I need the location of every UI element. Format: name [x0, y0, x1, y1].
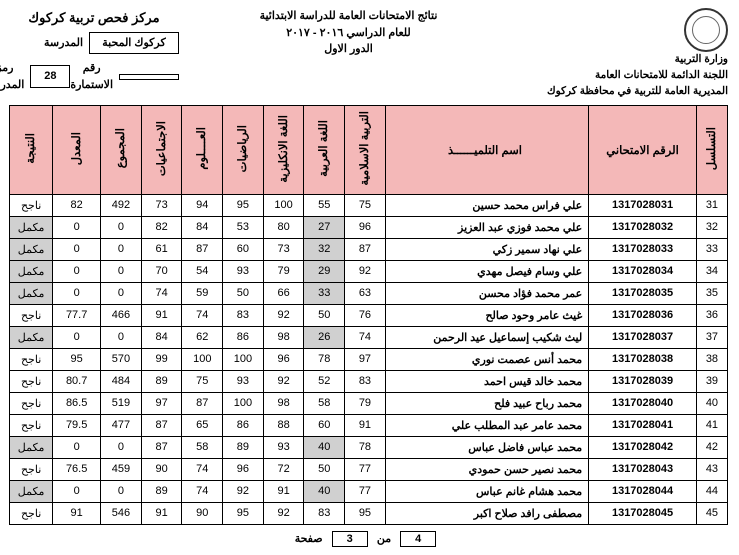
year: للعام الدراسي ٢٠١٦ - ٢٠١٧ [180, 25, 519, 42]
table-body: 311317028031علي فراس محمد حسين7555100959… [11, 194, 729, 524]
results-table: التسلسل الرقم الامتحاني اسم التلميــــــ… [10, 105, 729, 525]
table-row: 431317028043محمد نصير حسن حمودي775072967… [11, 458, 729, 480]
col-exnum: الرقم الامتحاني [590, 106, 698, 195]
col-res: النتيجة [11, 106, 54, 195]
school-name: كركوك المحبة [90, 32, 180, 55]
col-s2: اللغة العربية [305, 106, 346, 195]
header-left: مركز فحص تربية كركوك كركوك المحبة المدرس… [10, 8, 180, 99]
table-row: 311317028031علي فراس محمد حسين7555100959… [11, 194, 729, 216]
form-number [120, 74, 180, 80]
page-header: وزارة التربية اللجنة الدائمة للامتحانات … [10, 8, 729, 99]
footer-of: من [378, 533, 392, 545]
ministry-logo [685, 8, 729, 52]
school-code: 28 [31, 65, 71, 88]
col-s3: اللغة الانكليزية [264, 106, 305, 195]
col-s6: الاجتماعيات [142, 106, 183, 195]
col-seq: التسلسل [697, 106, 728, 195]
col-total: المجموع [102, 106, 143, 195]
header-center: نتائج الامتحانات العامة للدراسة الابتدائ… [180, 8, 519, 58]
table-row: 411317028041محمد عامر عبد المطلب علي9160… [11, 414, 729, 436]
footer-label: صفحة [296, 533, 324, 545]
page-footer: 4 من 3 صفحة [10, 531, 729, 547]
header-right: وزارة التربية اللجنة الدائمة للامتحانات … [519, 8, 729, 99]
ministry: وزارة التربية [548, 52, 729, 68]
footer-page: 3 [333, 531, 369, 547]
table-row: 371317028037ليث شكيب إسماعيل عيد الرحمن7… [11, 326, 729, 348]
table-row: 381317028038محمد أنس عصمت نوري9778961001… [11, 348, 729, 370]
form-label: رقم الاستمارة [71, 60, 114, 93]
table-row: 361317028036غيث عامر وحود صالح7650928374… [11, 304, 729, 326]
table-row: 401317028040محمد رباح عبيد فلح7958981008… [11, 392, 729, 414]
title: نتائج الامتحانات العامة للدراسة الابتدائ… [180, 8, 519, 25]
table-row: 331317028033علي نهاد سمير زكي87327360876… [11, 238, 729, 260]
col-s1: التربية الاسلامية [346, 106, 387, 195]
footer-total: 4 [401, 531, 437, 547]
col-avg: المعدل [54, 106, 102, 195]
code-label: رمز المدرسة [0, 60, 25, 93]
col-s4: الرياضيات [224, 106, 265, 195]
col-name: اسم التلميــــــذ [386, 106, 589, 195]
table-header-row: التسلسل الرقم الامتحاني اسم التلميــــــ… [11, 106, 729, 195]
table-row: 441317028044محمد هشام غانم عباس774091927… [11, 480, 729, 502]
committee: اللجنة الدائمة للامتحانات العامة [548, 68, 729, 84]
col-s5: العــــلوم [183, 106, 224, 195]
directorate: المديرية العامة للتربية في محافظة كركوك [548, 84, 729, 100]
round: الدور الاول [180, 41, 519, 58]
table-row: 391317028039محمد خالد قيس احمد8352929375… [11, 370, 729, 392]
exam-center: مركز فحص تربية كركوك [10, 8, 180, 28]
table-row: 341317028034علي وسام فيصل مهدي9229799354… [11, 260, 729, 282]
table-row: 351317028035عمر محمد فؤاد محسن6333665059… [11, 282, 729, 304]
school-label: المدرسة [45, 35, 84, 52]
table-row: 421317028042محمد عباس فاضل عباس784093895… [11, 436, 729, 458]
table-row: 321317028032علي محمد فوزي عبد العزيز9627… [11, 216, 729, 238]
table-row: 451317028045مصطفى رافد صلاح اكبر95839295… [11, 502, 729, 524]
